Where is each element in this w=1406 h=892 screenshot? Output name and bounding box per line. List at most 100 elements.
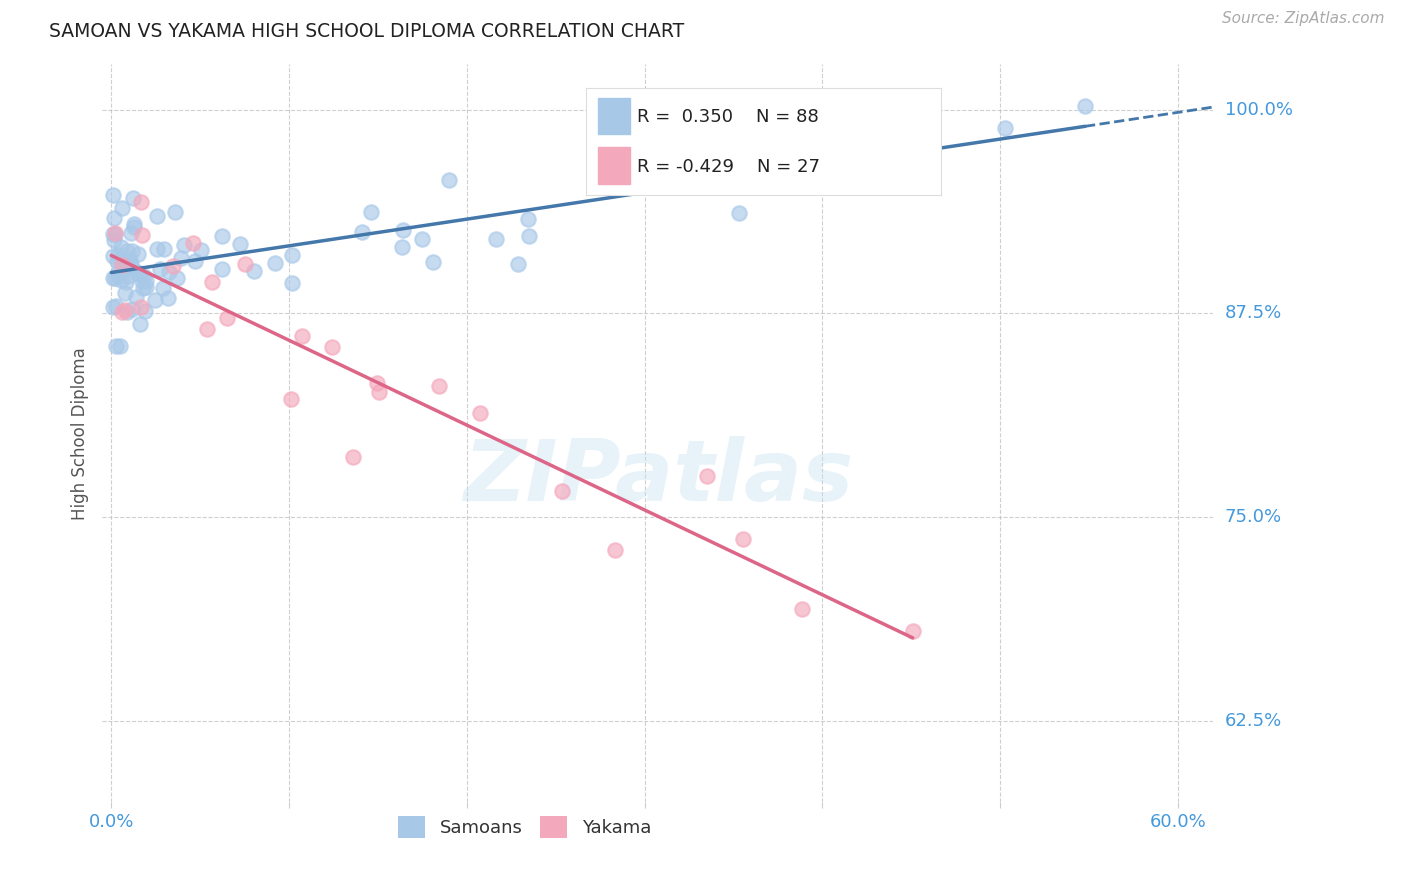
Point [162, 259, 184, 273]
Point [229, 236, 252, 251]
Point [122, 217, 145, 231]
Point [360, 205, 382, 219]
Point [128, 268, 150, 282]
Point [117, 269, 139, 284]
Point [163, 205, 186, 219]
Point [551, 484, 574, 499]
Point [889, 153, 911, 167]
Point [392, 223, 415, 237]
Point [427, 379, 450, 393]
Point [485, 232, 508, 246]
Point [201, 275, 224, 289]
Point [103, 300, 125, 314]
Point [195, 322, 218, 336]
Text: ZIPatlas: ZIPatlas [463, 436, 853, 519]
Point [263, 256, 285, 270]
Point [994, 121, 1017, 136]
Point [124, 219, 146, 234]
Point [912, 112, 935, 126]
Point [468, 406, 491, 420]
Point [173, 238, 195, 252]
Text: Source: ZipAtlas.com: Source: ZipAtlas.com [1222, 11, 1385, 26]
Legend: Samoans, Yakama: Samoans, Yakama [391, 808, 658, 845]
Point [115, 305, 138, 319]
Point [411, 232, 433, 246]
Point [901, 624, 924, 638]
Point [120, 256, 142, 270]
Point [111, 305, 134, 319]
Point [105, 299, 128, 313]
Point [121, 301, 143, 316]
Point [181, 236, 204, 251]
Point [134, 304, 156, 318]
Point [118, 252, 141, 267]
Point [321, 340, 343, 354]
Point [184, 254, 207, 268]
Point [366, 376, 388, 391]
Point [696, 468, 718, 483]
Point [114, 275, 136, 289]
Point [124, 290, 146, 304]
Point [110, 273, 132, 287]
Point [190, 243, 212, 257]
Point [170, 251, 193, 265]
Point [135, 274, 157, 288]
Point [131, 228, 153, 243]
Point [731, 532, 754, 546]
Text: 87.5%: 87.5% [1225, 304, 1282, 322]
Point [211, 261, 233, 276]
Point [101, 248, 124, 262]
Point [368, 385, 391, 400]
Point [104, 271, 127, 285]
Point [128, 317, 150, 331]
Point [112, 260, 135, 275]
Point [101, 271, 124, 285]
Point [108, 263, 131, 277]
Point [105, 253, 128, 268]
Point [129, 194, 152, 209]
Point [157, 265, 180, 279]
Point [120, 226, 142, 240]
Point [152, 281, 174, 295]
Point [111, 258, 134, 272]
Point [114, 286, 136, 301]
Point [243, 264, 266, 278]
Point [291, 329, 314, 343]
Point [114, 258, 136, 272]
Point [856, 180, 879, 194]
Point [156, 291, 179, 305]
Point [211, 229, 233, 244]
Point [111, 201, 134, 215]
Point [517, 229, 540, 244]
Point [517, 212, 540, 227]
Point [135, 280, 157, 294]
Text: SAMOAN VS YAKAMA HIGH SCHOOL DIPLOMA CORRELATION CHART: SAMOAN VS YAKAMA HIGH SCHOOL DIPLOMA COR… [49, 22, 685, 41]
Point [108, 339, 131, 353]
Point [127, 265, 149, 279]
Text: 62.5%: 62.5% [1225, 712, 1282, 730]
Point [215, 311, 238, 326]
Point [723, 153, 745, 168]
Point [107, 248, 129, 262]
Text: 100.0%: 100.0% [1225, 101, 1292, 119]
Point [128, 267, 150, 281]
Point [121, 244, 143, 258]
Point [101, 227, 124, 242]
Point [120, 260, 142, 274]
Point [143, 293, 166, 307]
Point [790, 602, 813, 616]
Point [422, 255, 444, 269]
Point [122, 191, 145, 205]
Point [280, 392, 302, 406]
Text: 75.0%: 75.0% [1225, 508, 1282, 526]
Point [506, 256, 529, 270]
Point [127, 247, 149, 261]
Point [342, 450, 364, 464]
Point [129, 301, 152, 315]
Point [350, 225, 373, 239]
Point [103, 233, 125, 247]
Point [132, 268, 155, 283]
Point [110, 240, 132, 254]
Point [104, 226, 127, 240]
Point [281, 248, 304, 262]
